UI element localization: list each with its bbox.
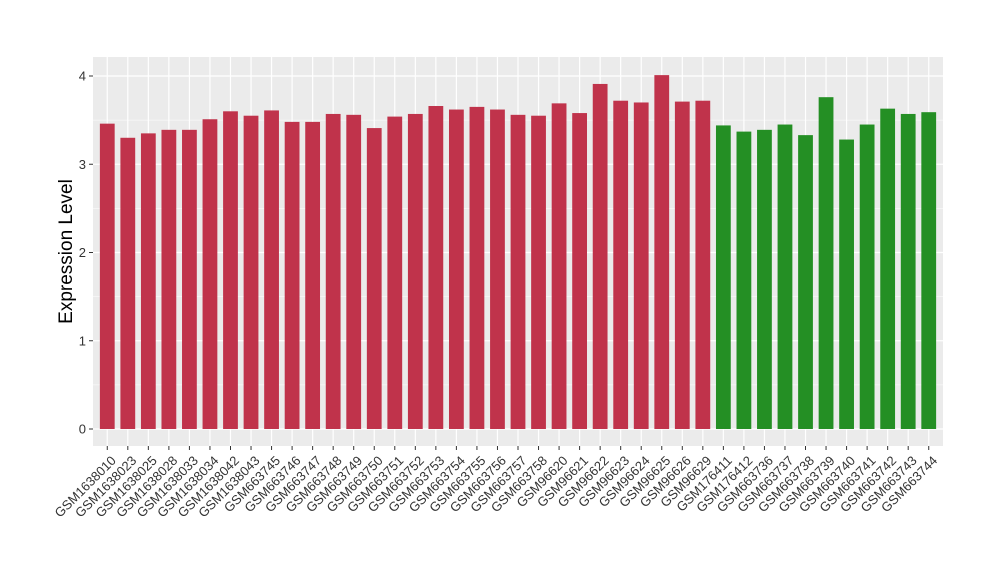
bar-GSM663741: [859, 124, 875, 429]
y-tick-label: 4: [79, 69, 86, 84]
bar-GSM663738: [798, 135, 813, 429]
bar-GSM1638010: [99, 123, 115, 429]
bar-GSM663739: [818, 97, 834, 430]
bar-GSM96626: [674, 101, 690, 429]
bar-GSM96624: [633, 102, 649, 429]
y-axis-title: Expression Level: [56, 179, 77, 324]
y-tick-label: 1: [79, 333, 86, 348]
bar-GSM1638034: [202, 119, 218, 430]
x-axis: GSM1638010GSM1638023GSM1638025GSM1638028…: [51, 446, 940, 520]
bar-GSM663746: [284, 121, 300, 429]
bar-GSM1638043: [243, 115, 259, 430]
bar-GSM663753: [428, 106, 444, 429]
bar-GSM663742: [880, 108, 896, 429]
bar-GSM1638025: [140, 133, 156, 430]
bars: [99, 75, 937, 430]
bar-GSM663744: [921, 112, 937, 430]
bar-GSM663756: [490, 109, 505, 429]
bar-GSM663747: [305, 121, 321, 429]
bar-GSM663755: [469, 106, 485, 429]
bar-GSM663740: [839, 139, 854, 430]
bar-GSM663749: [346, 114, 362, 429]
bar-GSM663737: [777, 124, 793, 429]
bar-GSM1638033: [182, 129, 197, 429]
bar-GSM663758: [531, 115, 546, 430]
bar-GSM663743: [900, 113, 916, 429]
bar-GSM96621: [572, 113, 588, 429]
bar-GSM663752: [407, 113, 423, 429]
bar-GSM96625: [654, 75, 670, 430]
bar-GSM663757: [510, 114, 526, 429]
y-tick-label: 3: [79, 157, 86, 172]
y-tick-label: 2: [79, 245, 86, 260]
bar-GSM176412: [736, 131, 752, 429]
bar-GSM1638023: [120, 137, 136, 429]
bar-GSM96622: [592, 83, 608, 429]
bar-GSM96629: [695, 100, 711, 430]
bar-GSM663750: [366, 128, 382, 429]
bar-GSM1638042: [223, 111, 238, 430]
bar-GSM1638028: [161, 129, 177, 429]
bar-GSM96620: [551, 103, 567, 430]
y-tick-label: 0: [79, 422, 86, 437]
bar-GSM96623: [613, 100, 629, 430]
bar-GSM176411: [715, 125, 731, 430]
bar-GSM663745: [264, 110, 279, 429]
bar-GSM663751: [387, 116, 403, 429]
y-axis: 0 1 2 3 4: [79, 69, 93, 437]
bar-GSM663754: [448, 109, 464, 429]
bar-GSM663736: [757, 129, 772, 429]
bar-GSM663748: [325, 113, 341, 429]
